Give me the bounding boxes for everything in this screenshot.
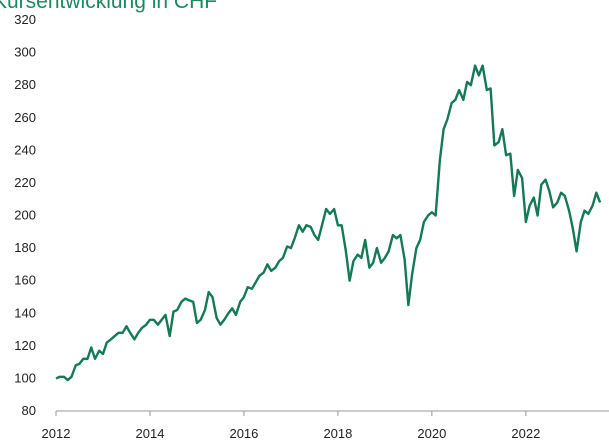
y-tick-label: 220 (14, 175, 36, 190)
y-tick-label: 200 (14, 208, 36, 223)
chart-title: Kursentwicklung in CHF (0, 0, 217, 13)
x-tick-label: 2018 (323, 426, 352, 441)
y-tick-label: 80 (22, 403, 36, 418)
x-tick-label: 2022 (511, 426, 540, 441)
y-tick-label: 180 (14, 240, 36, 255)
y-tick-label: 140 (14, 305, 36, 320)
x-tick-label: 2014 (136, 426, 165, 441)
y-tick-label: 280 (14, 77, 36, 92)
y-tick-label: 260 (14, 110, 36, 125)
y-tick-label: 100 (14, 370, 36, 385)
x-tick-label: 2016 (229, 426, 258, 441)
y-tick-label: 240 (14, 142, 36, 157)
x-tick-label: 2020 (417, 426, 446, 441)
y-tick-label: 320 (14, 12, 36, 27)
y-tick-label: 120 (14, 338, 36, 353)
x-tick-label: 2012 (42, 426, 71, 441)
y-tick-label: 160 (14, 273, 36, 288)
line (55, 64, 602, 382)
y-tick-label: 300 (14, 45, 36, 60)
